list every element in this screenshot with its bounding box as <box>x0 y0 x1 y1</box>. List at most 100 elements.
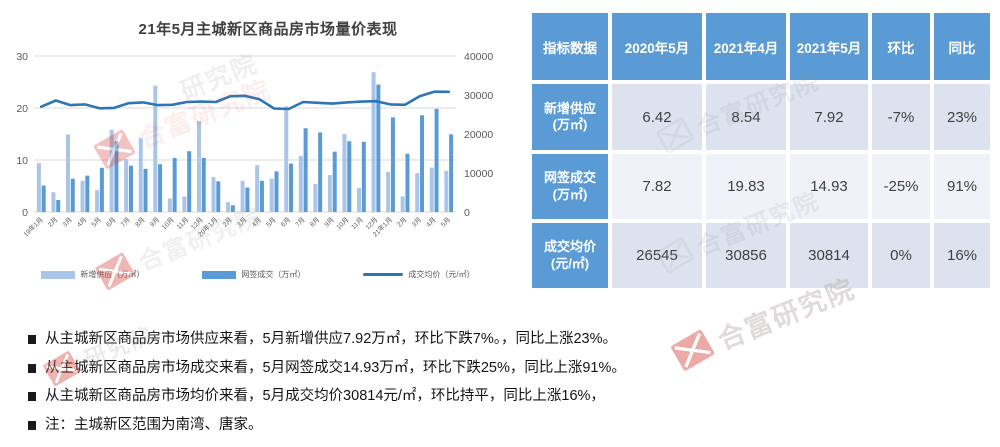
x-axis-tick: 8月 <box>308 216 321 229</box>
bar-deals <box>449 134 454 212</box>
right-axis-tick: 40000 <box>464 51 493 63</box>
bar-supply <box>371 72 376 212</box>
bar-deals <box>390 117 395 212</box>
bar-deals <box>114 141 119 212</box>
supply-swatch-icon <box>41 270 76 279</box>
x-axis-tick: 10月 <box>160 216 176 232</box>
table-cell: 14.93 <box>790 154 868 219</box>
chart-legend: 新增供应（万㎡） 网签成交（万㎡） 成交均价（元/㎡） <box>8 269 508 280</box>
bar-supply <box>109 129 114 212</box>
table-cell: 8.54 <box>706 84 786 150</box>
bar-deals <box>289 163 294 212</box>
bar-supply <box>80 180 85 212</box>
x-axis-tick: 4月 <box>250 216 263 229</box>
bar-supply <box>196 121 201 212</box>
note-text: 从主城新区商品房市场均价来看，5月成交均价30814元/㎡，环比持平，同比上涨1… <box>45 388 605 404</box>
right-axis-tick: 10000 <box>464 168 493 180</box>
table-cell: 30814 <box>790 223 868 288</box>
legend-label-supply: 新增供应（万㎡） <box>80 270 145 279</box>
x-axis-tick: 2月 <box>221 216 234 229</box>
bar-supply <box>386 171 391 212</box>
row-label-unit: (元/㎡) <box>550 255 590 271</box>
bar-deals <box>332 151 337 212</box>
bar-deals <box>274 171 279 212</box>
right-axis-tick: 0 <box>464 207 470 219</box>
table-cell: 7.92 <box>790 84 868 150</box>
table-header-cell: 2021年5月 <box>790 13 868 80</box>
bar-deals <box>158 164 163 212</box>
table-cell: -25% <box>872 154 930 219</box>
bar-deals <box>70 178 75 212</box>
table-cell: 0% <box>872 223 930 288</box>
bar-deals <box>56 200 61 212</box>
bar-supply <box>342 134 347 212</box>
note-line: 从主城新区商品房市场均价来看，5月成交均价30814元/㎡，环比持平，同比上涨1… <box>28 388 968 405</box>
bar-supply <box>240 180 245 212</box>
legend-item-supply: 新增供应（万㎡） <box>41 269 144 280</box>
row-label-text: 新增供应 <box>543 100 596 116</box>
bar-deals <box>405 153 410 212</box>
x-axis-tick: 5月 <box>265 216 278 229</box>
note-text: 从主城新区商品房市场供应来看，5月新增供应7.92万㎡，环比下跌7%。，同比上涨… <box>45 331 618 347</box>
bar-deals <box>245 187 250 212</box>
table-cell: 30856 <box>706 223 786 288</box>
bar-deals <box>128 165 133 212</box>
x-axis-tick: 3月 <box>410 216 423 229</box>
x-axis-tick: 9月 <box>148 216 161 229</box>
deals-swatch-icon <box>202 270 237 279</box>
x-axis-tick: 6月 <box>279 216 292 229</box>
bar-supply <box>313 183 318 212</box>
bar-supply <box>298 155 303 212</box>
indicator-table: 指标数据 2020年5月 2021年4月 2021年5月 环比 同比 新增供应 … <box>532 13 990 288</box>
table-cell: 19.83 <box>706 154 786 219</box>
bar-supply <box>124 158 129 212</box>
bar-supply <box>36 163 41 212</box>
note-line: 从主城新区商品房市场成交来看，5月网签成交14.93万㎡，环比下跌25%，同比上… <box>28 360 968 377</box>
table-header-cell: 2021年4月 <box>706 13 786 80</box>
row-label-deals: 网签成交 (万㎡) <box>532 154 608 219</box>
bar-deals <box>347 141 352 212</box>
x-axis-tick: 9月 <box>323 216 336 229</box>
table-cell: 23% <box>934 84 990 150</box>
table-header-cell: 指标数据 <box>532 13 608 80</box>
x-axis-tick: 3月 <box>61 216 74 229</box>
bar-supply <box>226 202 231 212</box>
x-axis-tick: 6月 <box>105 216 118 229</box>
row-label-price: 成交均价 (元/㎡) <box>532 223 608 288</box>
bar-deals <box>361 141 366 212</box>
bar-supply <box>327 175 332 212</box>
bullet-marker-icon <box>28 335 36 344</box>
chart-title: 21年5月主城新区商品房市场量价表现 <box>138 21 398 38</box>
bar-deals <box>187 151 192 212</box>
bar-supply <box>269 178 274 212</box>
left-axis-tick: 10 <box>16 155 28 167</box>
table-cell: 16% <box>934 223 990 288</box>
left-axis-tick: 20 <box>16 103 28 115</box>
right-axis-tick: 20000 <box>464 129 493 141</box>
row-label-unit: (万㎡) <box>552 186 588 202</box>
bar-deals <box>201 157 206 212</box>
right-axis-tick: 30000 <box>464 90 493 102</box>
legend-label-deals: 网签成交（万㎡） <box>241 270 306 279</box>
table-cell: 7.82 <box>612 154 702 219</box>
summary-notes: 从主城新区商品房市场供应来看，5月新增供应7.92万㎡，环比下跌7%。，同比上涨… <box>28 331 968 445</box>
bar-deals <box>434 108 439 212</box>
bar-supply <box>444 170 449 212</box>
x-axis-tick: 8月 <box>134 216 147 229</box>
bar-supply <box>357 188 362 212</box>
bar-supply <box>415 173 420 212</box>
bar-deals <box>99 167 104 212</box>
x-axis-tick: 10月 <box>335 216 351 232</box>
left-axis-tick: 30 <box>16 51 28 63</box>
bar-supply <box>153 85 158 212</box>
bar-deals <box>376 84 381 212</box>
bar-deals <box>318 132 323 212</box>
note-line: 注：主城新区范围为南湾、唐家。 <box>28 417 968 434</box>
x-axis-tick: 5月 <box>90 216 103 229</box>
bar-supply <box>138 138 143 212</box>
bullet-marker-icon <box>28 363 36 373</box>
bar-supply <box>167 198 172 212</box>
bullet-marker-icon <box>28 392 36 401</box>
